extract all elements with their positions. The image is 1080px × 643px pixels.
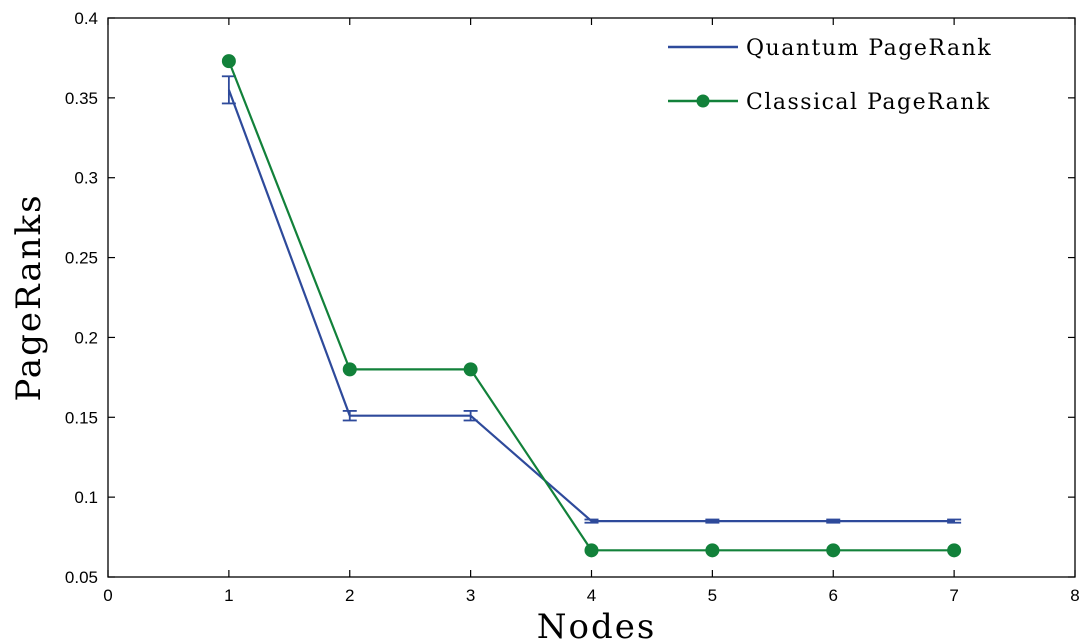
error-bar <box>947 518 962 524</box>
y-tick-label: 0.4 <box>74 9 98 28</box>
data-point <box>221 54 236 69</box>
y-tick-label: 0.25 <box>65 249 98 268</box>
series-classical <box>221 54 962 558</box>
data-point <box>342 362 357 377</box>
x-tick-label: 8 <box>1070 586 1079 605</box>
x-tick-label: 2 <box>345 586 354 605</box>
series-quantum <box>221 75 962 524</box>
error-bar <box>705 518 720 524</box>
data-point <box>705 543 720 558</box>
x-tick-label: 5 <box>708 586 717 605</box>
axis-ticks: 0 1 2 3 4 5 6 7 8 0.05 0.1 0.15 0.2 0.25 0.3 0.35 0.4 <box>65 9 1080 605</box>
legend-item: Quantum PageRank <box>668 36 992 61</box>
error-bar <box>584 518 599 524</box>
data-point <box>947 543 962 558</box>
y-tick-label: 0.1 <box>74 488 98 507</box>
y-tick-label: 0.2 <box>74 328 98 347</box>
error-bar <box>463 409 478 422</box>
y-axis-title: PageRanks <box>9 193 49 401</box>
legend-label: Classical PageRank <box>746 90 991 115</box>
x-tick-label: 1 <box>224 586 233 605</box>
x-tick-label: 4 <box>587 586 596 605</box>
legend: Quantum PageRank Classical PageRank <box>668 36 992 115</box>
x-tick-label: 0 <box>103 586 112 605</box>
error-bar <box>826 518 841 524</box>
error-bar <box>221 75 236 105</box>
y-tick-label: 0.35 <box>65 89 98 108</box>
series-line <box>227 89 955 523</box>
data-point <box>463 362 478 377</box>
x-tick-label: 6 <box>829 586 838 605</box>
x-tick-label: 7 <box>949 586 958 605</box>
y-tick-label: 0.05 <box>65 568 98 587</box>
data-point <box>584 543 599 558</box>
series-line <box>227 60 955 552</box>
error-bar <box>342 409 357 422</box>
x-axis-title: Nodes <box>537 607 657 643</box>
plot-area <box>221 54 962 558</box>
legend-label: Quantum PageRank <box>746 36 992 61</box>
legend-swatch-marker <box>696 94 710 108</box>
data-point <box>826 543 841 558</box>
y-tick-label: 0.3 <box>74 169 98 188</box>
x-tick-label: 3 <box>466 586 475 605</box>
legend-item: Classical PageRank <box>668 90 991 115</box>
y-tick-label: 0.15 <box>65 408 98 427</box>
